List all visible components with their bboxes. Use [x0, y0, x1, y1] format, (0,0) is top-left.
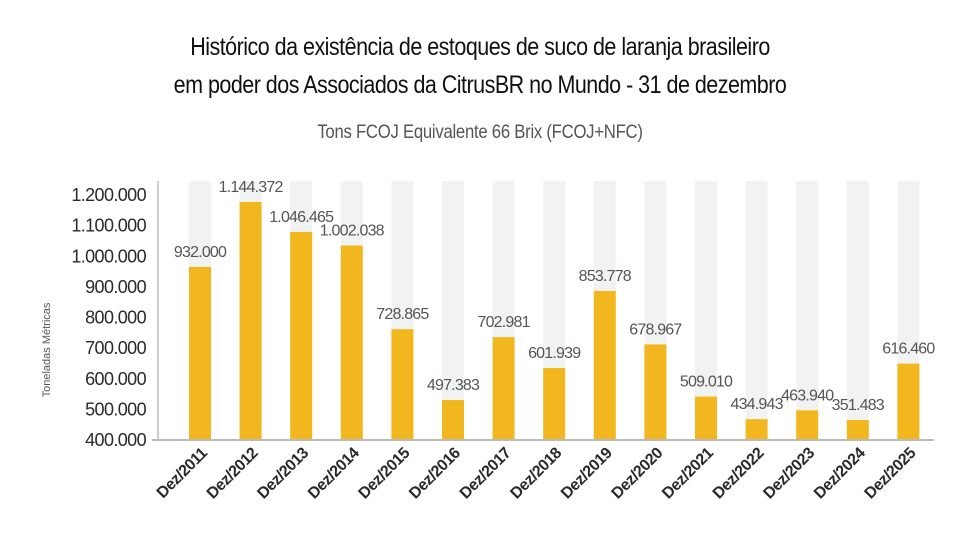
x-tick-label: Dez/2024 [811, 444, 869, 502]
x-tick-label: Dez/2019 [558, 444, 616, 502]
bar-dez-2022 [745, 419, 768, 440]
bar-background [745, 181, 768, 440]
y-tick-label: 600.000 [85, 369, 146, 389]
y-tick-label: 1.200.000 [71, 185, 146, 205]
y-tick-label: 500.000 [85, 399, 146, 419]
data-label: 728.865 [376, 306, 429, 323]
data-label: 1.002.038 [320, 223, 385, 240]
data-label: 1.144.372 [219, 179, 284, 196]
bar-dez-2018 [543, 368, 566, 440]
y-tick-label: 700.000 [85, 338, 146, 358]
x-axis-labels: Dez/2011Dez/2012Dez/2013Dez/2014Dez/2015… [154, 444, 920, 502]
chart-title-line-2: em poder dos Associados da CitrusBR no M… [173, 71, 787, 99]
bar-dez-2025 [897, 363, 920, 440]
data-label: 434.943 [730, 396, 783, 413]
data-label: 702.981 [477, 314, 530, 331]
chart-title-line-1: Histórico da existência de estoques de s… [190, 33, 770, 61]
bar-dez-2017 [492, 337, 515, 440]
data-label: 932.000 [174, 244, 227, 261]
bar-dez-2016 [442, 400, 464, 440]
x-tick-label: Dez/2016 [406, 444, 464, 502]
x-tick-label: Dez/2012 [204, 444, 262, 502]
y-axis-ticks: 400.000 500.000 600.000 700.000 800.000 900.0… [71, 185, 147, 450]
y-axis-title: Toneladas Métricas [41, 302, 53, 397]
data-label: 1.046.465 [269, 209, 334, 226]
bar-dez-2021 [695, 396, 717, 440]
x-tick-label: Dez/2014 [305, 444, 363, 502]
x-tick-label: Dez/2017 [457, 444, 515, 502]
y-tick-label: 800.000 [85, 308, 146, 328]
x-tick-label: Dez/2022 [710, 444, 768, 502]
bar-background [695, 181, 717, 440]
bar-dez-2020 [644, 344, 667, 440]
data-label: 463.940 [781, 387, 834, 404]
data-label: 351.483 [832, 397, 885, 414]
data-label: 616.460 [882, 341, 935, 358]
data-label: 601.939 [528, 345, 581, 362]
x-tick-label: Dez/2018 [507, 444, 565, 502]
data-label: 853.778 [579, 268, 632, 285]
x-tick-label: Dez/2013 [254, 444, 312, 502]
y-tick-label: 1.100.000 [71, 216, 146, 236]
data-bars [189, 201, 920, 440]
data-label: 497.383 [427, 377, 480, 394]
data-label: 678.967 [629, 321, 682, 338]
x-tick-label: Dez/2025 [862, 444, 920, 502]
bar-dez-2015 [391, 329, 414, 440]
bar-dez-2019 [593, 290, 616, 440]
y-tick-label: 1.000.000 [71, 246, 146, 266]
bar-dez-2023 [796, 410, 819, 440]
x-tick-label: Dez/2011 [154, 444, 211, 501]
bar-background [796, 181, 819, 440]
chart-subtitle: Tons FCOJ Equivalente 66 Brix (FCOJ+NFC) [317, 122, 643, 143]
bar-dez-2012 [239, 201, 262, 440]
x-tick-label: Dez/2023 [760, 444, 818, 502]
data-label: 509.010 [680, 374, 733, 391]
bar-dez-2014 [340, 245, 363, 440]
y-tick-label: 900.000 [85, 277, 146, 297]
bar-background [846, 181, 869, 440]
y-tick-label: 400.000 [85, 430, 146, 450]
x-tick-label: Dez/2021 [659, 444, 717, 502]
x-tick-label: Dez/2020 [609, 444, 667, 502]
bar-background [442, 181, 464, 440]
bar-dez-2024 [846, 420, 869, 440]
x-tick-label: Dez/2015 [356, 444, 414, 502]
bar-dez-2013 [290, 231, 313, 440]
bar-dez-2011 [189, 266, 211, 440]
